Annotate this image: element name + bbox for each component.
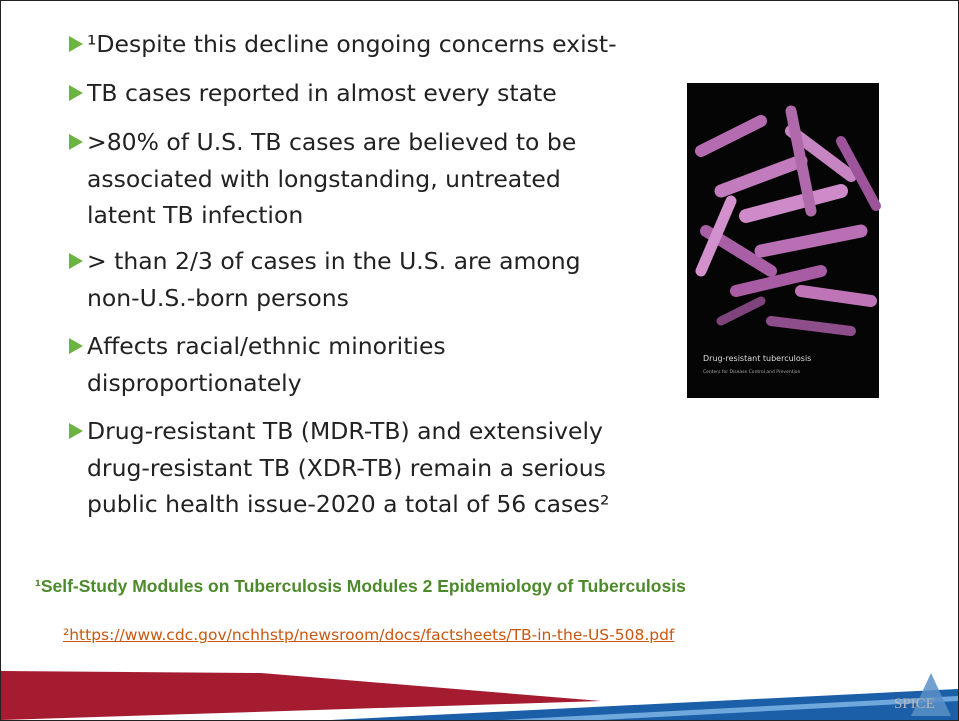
- footer-light-band: [501, 696, 958, 720]
- reference-link[interactable]: ²https://www.cdc.gov/nchhstp/newsroom/do…: [63, 626, 675, 644]
- bullet-text: non-U.S.-born persons: [87, 283, 349, 312]
- bullet-text: ¹Despite this decline ongoing concerns e…: [87, 30, 617, 58]
- bullet-marker: [69, 338, 83, 354]
- footer-blue-band: [331, 689, 958, 720]
- bullet-marker: [69, 134, 83, 150]
- bullet-marker: [69, 36, 83, 52]
- bullet-marker: [69, 85, 83, 101]
- footer-red-band: [1, 671, 601, 720]
- bullet-text: public health issue-2020 a total of 56 c…: [87, 490, 610, 518]
- bullet-text: >80% of U.S. TB cases are believed to be: [87, 128, 577, 156]
- image-title: Drug-resistant tuberculosis: [703, 354, 811, 363]
- logo-triangle: [911, 673, 951, 716]
- bullet-text: disproportionately: [87, 368, 302, 397]
- bullet-text: Drug-resistant TB (MDR-TB) and extensive…: [87, 417, 603, 445]
- bullet-marker: [69, 423, 83, 439]
- reference: ¹Self-Study Modules on Tuberculosis Modu…: [35, 576, 686, 596]
- bullet-text: associated with longstanding, untreated: [87, 164, 561, 193]
- bullet-text: drug-resistant TB (XDR-TB) remain a seri…: [87, 453, 606, 482]
- bacteria-illustration: [695, 105, 881, 336]
- bullet-text: Affects racial/ethnic minorities: [87, 332, 446, 360]
- bullet-text: latent TB infection: [87, 201, 304, 229]
- bullet-text: > than 2/3 of cases in the U.S. are amon…: [87, 247, 581, 275]
- bullet-marker: [69, 253, 83, 269]
- image-subtitle: Centers for Disease Control and Preventi…: [703, 369, 800, 375]
- bullet-text: TB cases reported in almost every state: [87, 79, 557, 107]
- logo-text: SPICE: [894, 696, 935, 712]
